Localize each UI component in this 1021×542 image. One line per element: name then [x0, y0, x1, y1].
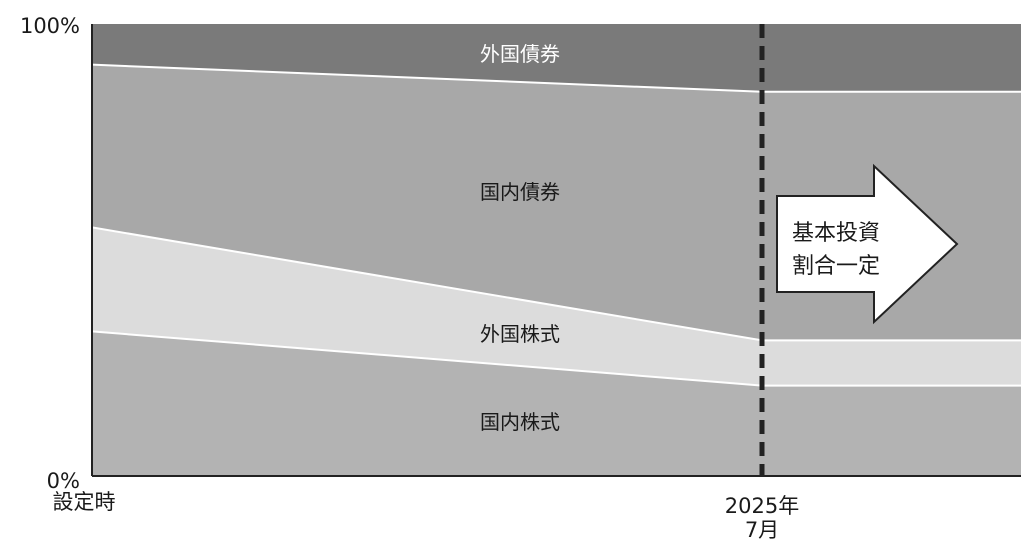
- area-3: [92, 24, 1021, 92]
- region-label-0: 国内株式: [480, 410, 560, 434]
- arrow-icon: [776, 163, 959, 325]
- area-0: [92, 331, 1021, 476]
- x-tick-label-2025-line1: 2025年: [725, 494, 799, 518]
- y-tick-label-100: 100%: [20, 14, 80, 38]
- region-labels: 国内株式 外国株式 国内債券 外国債券: [480, 42, 560, 434]
- region-label-2: 国内債券: [480, 180, 560, 204]
- annotation-line-2: 割合一定: [792, 254, 880, 279]
- annotation-line-1: 基本投資: [792, 221, 880, 246]
- y-tick-label-0: 0%: [47, 469, 80, 493]
- region-label-1: 外国株式: [480, 322, 560, 346]
- x-tick-label-start: 設定時: [53, 490, 116, 514]
- region-label-3: 外国債券: [480, 42, 560, 66]
- x-tick-label-2025-line2: 7月: [745, 518, 779, 542]
